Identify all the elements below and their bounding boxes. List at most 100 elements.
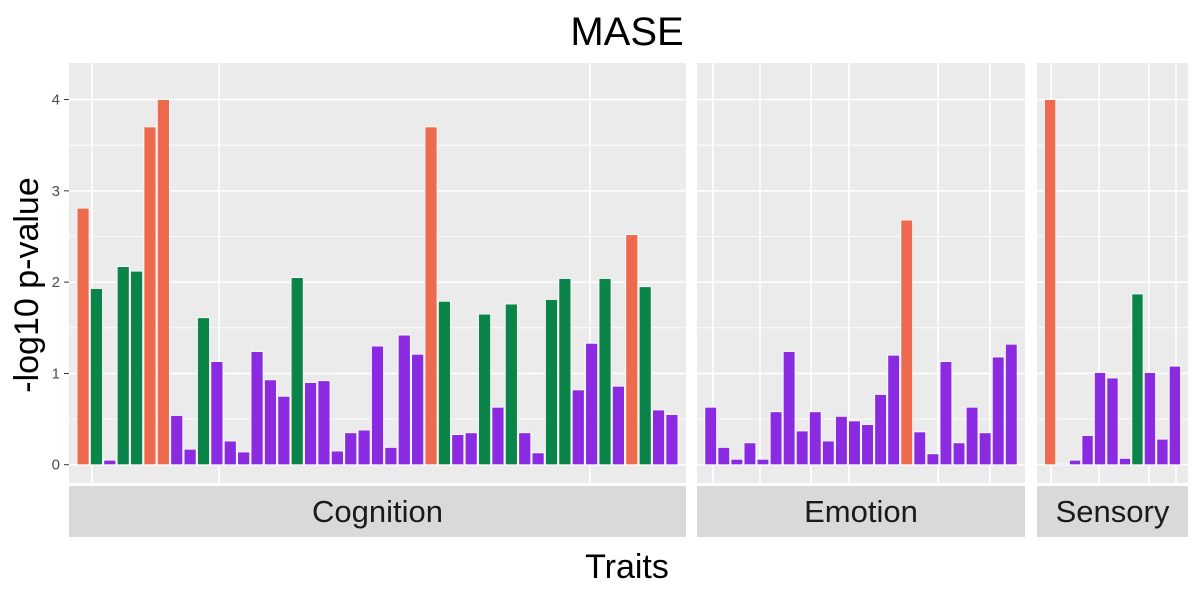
y-axis-title: -log10 p-value [8,177,46,392]
bar-cognition-1 [76,207,90,466]
facet-label-emotion: Emotion [804,494,918,529]
bar-emotion-9 [808,411,822,466]
bar-cognition-43 [638,286,652,466]
bar-emotion-13 [861,424,874,466]
bar-emotion-2 [717,446,731,466]
y-tick-label: 1 [52,365,60,382]
bar-emotion-10 [822,440,835,466]
bar-cognition-13 [237,451,251,466]
bar-cognition-28 [437,300,451,466]
bar-cognition-11 [210,361,224,466]
bar-cognition-34 [518,432,532,466]
bar-sensory-8 [1131,293,1144,466]
bar-cognition-36 [545,299,558,466]
bar-cognition-12 [223,440,237,466]
facet-label-sensory: Sensory [1056,494,1170,529]
bar-cognition-33 [504,303,518,466]
bar-sensory-11 [1168,365,1181,466]
bar-emotion-11 [835,415,848,466]
bar-cognition-21 [344,432,358,466]
facet-panels: Cognition Emotion Sensory [69,63,1188,537]
bar-cognition-7 [156,99,170,466]
bar-sensory-10 [1156,438,1169,466]
bar-emotion-14 [874,394,887,466]
bar-cognition-38 [571,389,585,466]
bar-emotion-22 [978,432,992,466]
panel-sensory: Sensory [1037,63,1188,537]
bar-emotion-12 [848,420,861,466]
bar-emotion-15 [887,354,900,466]
bar-sensory-2 [1056,463,1069,466]
bar-sensory-6 [1106,377,1119,466]
y-tick-label: 4 [52,92,60,109]
bar-sensory-1 [1044,99,1057,466]
bar-cognition-22 [357,429,371,466]
bar-emotion-24 [1005,343,1018,466]
chart-title: MASE [570,10,683,54]
bar-sensory-4 [1081,435,1094,466]
bar-cognition-31 [478,313,491,466]
bar-emotion-5 [756,458,770,466]
bar-emotion-4 [743,442,757,466]
bar-cognition-27 [424,126,438,466]
bar-emotion-16 [900,219,914,466]
bar-emotion-1 [704,406,718,466]
bar-cognition-10 [197,317,210,466]
bar-cognition-23 [371,345,384,466]
facet-strip [69,486,686,537]
bar-cognition-15 [264,379,277,466]
bar-cognition-16 [277,395,291,466]
bar-cognition-9 [183,448,197,466]
y-axis: 0 1 2 3 4 [52,92,69,474]
bar-cognition-19 [317,380,331,466]
bar-sensory-9 [1143,372,1156,466]
bar-cognition-45 [665,414,679,466]
bar-cognition-32 [491,406,505,466]
bar-cognition-39 [585,342,599,466]
bar-cognition-24 [384,446,398,466]
y-tick-label: 3 [52,183,60,200]
bar-cognition-44 [652,409,665,466]
bar-cognition-25 [397,334,411,466]
bar-cognition-8 [170,415,184,466]
bar-emotion-23 [991,356,1005,466]
bar-cognition-5 [130,270,144,466]
bar-cognition-4 [116,266,130,466]
bar-sensory-7 [1118,457,1131,466]
bar-cognition-30 [464,432,478,466]
bar-cognition-26 [411,353,425,466]
bar-cognition-6 [143,126,157,466]
bar-emotion-3 [730,458,744,466]
bar-cognition-37 [558,278,572,466]
x-axis-title: Traits [585,548,669,586]
bar-emotion-18 [926,453,940,466]
bar-sensory-3 [1069,459,1082,466]
panel-cognition: Cognition [69,63,686,537]
panel-emotion: Emotion [697,63,1025,537]
bar-emotion-17 [913,431,927,466]
bar-cognition-40 [598,278,612,466]
bar-cognition-42 [625,234,639,466]
facet-label-cognition: Cognition [312,494,443,529]
bar-emotion-7 [782,351,796,466]
bar-cognition-2 [90,288,103,466]
bar-emotion-6 [769,411,783,466]
bar-emotion-8 [795,430,809,466]
bar-cognition-20 [330,450,344,466]
bar-emotion-19 [939,361,953,466]
bar-cognition-41 [611,385,625,466]
bar-sensory-5 [1094,372,1107,466]
bar-cognition-35 [531,452,545,466]
facet-strip [697,486,1025,537]
facet-strip [1037,486,1188,537]
bar-emotion-21 [965,406,979,466]
bar-cognition-29 [451,434,465,466]
y-tick-label: 2 [52,274,60,291]
bar-cognition-14 [250,351,264,466]
bar-cognition-3 [103,459,117,466]
y-tick-label: 0 [52,457,60,474]
bar-cognition-17 [290,277,304,466]
bar-cognition-18 [304,382,318,466]
bar-emotion-20 [952,442,966,466]
